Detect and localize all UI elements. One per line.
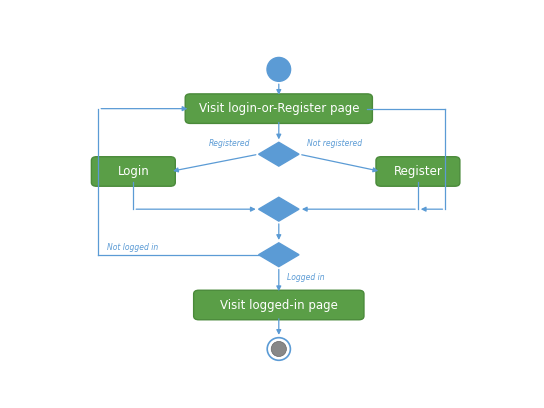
Ellipse shape: [271, 341, 286, 357]
Text: Visit logged-in page: Visit logged-in page: [220, 299, 338, 311]
Text: Registered: Registered: [209, 139, 250, 148]
Text: Login: Login: [118, 165, 149, 178]
Polygon shape: [258, 142, 299, 166]
Text: Not logged in: Not logged in: [107, 243, 158, 252]
Text: Visit login-or-Register page: Visit login-or-Register page: [199, 102, 359, 115]
Text: Logged in: Logged in: [287, 273, 325, 282]
Text: Not registered: Not registered: [307, 139, 363, 148]
FancyBboxPatch shape: [185, 94, 373, 123]
Polygon shape: [258, 197, 299, 221]
FancyBboxPatch shape: [91, 157, 175, 186]
FancyBboxPatch shape: [194, 290, 364, 320]
Polygon shape: [258, 243, 299, 267]
FancyBboxPatch shape: [376, 157, 460, 186]
Ellipse shape: [267, 338, 290, 360]
Text: Register: Register: [393, 165, 442, 178]
Ellipse shape: [267, 58, 290, 81]
